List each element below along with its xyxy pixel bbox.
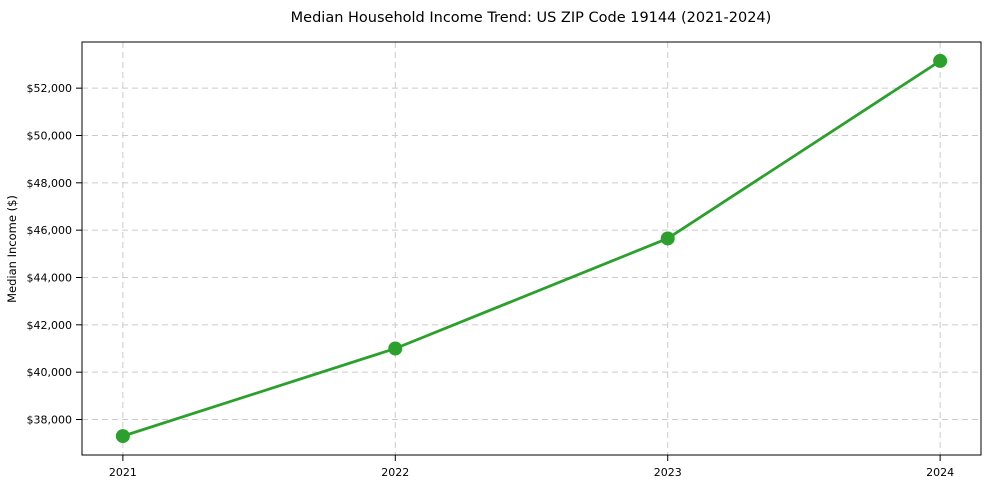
y-axis-label: Median Income ($) (5, 195, 19, 303)
trend-line (121, 59, 942, 438)
plot-border (81, 41, 982, 456)
y-tick-label: $48,000 (27, 177, 73, 190)
x-tick-label: 2021 (109, 466, 137, 479)
grid-layer (82, 42, 981, 455)
y-tick-label: $40,000 (27, 366, 73, 379)
y-tick-label: $44,000 (27, 271, 73, 284)
y-tick-label: $50,000 (27, 129, 73, 142)
y-tick-label: $42,000 (27, 319, 73, 332)
y-tick-label: $38,000 (27, 413, 73, 426)
axis-layer: $38,000 $40,000 $42,000 $44,000 $46,000 $48,0… (27, 41, 982, 479)
x-tick-label: 2022 (381, 466, 409, 479)
chart-title: Median Household Income Trend: US ZIP Co… (291, 10, 772, 26)
data-point-2021 (115, 429, 130, 444)
x-tick-label: 2023 (654, 466, 682, 479)
data-point-2024 (933, 53, 948, 68)
y-tick-label: $52,000 (27, 82, 73, 95)
data-point-2023 (660, 231, 675, 246)
data-point-2022 (388, 341, 403, 356)
x-tick-label: 2024 (926, 466, 954, 479)
y-tick-label: $46,000 (27, 224, 73, 237)
series-layer (115, 53, 948, 444)
